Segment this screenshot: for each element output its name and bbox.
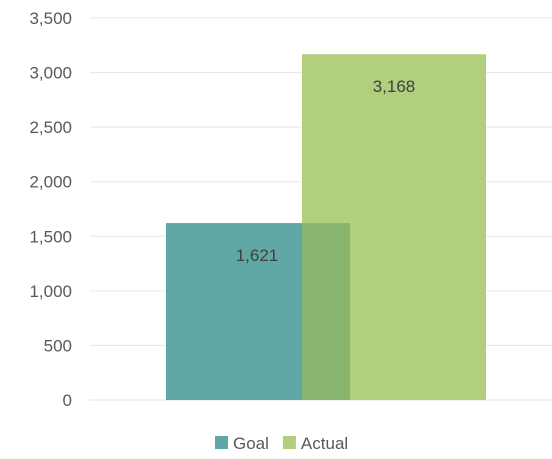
y-tick-label: 3,000	[29, 64, 72, 83]
y-tick-label: 1,000	[29, 282, 72, 301]
bars	[166, 54, 486, 401]
bar-overlap	[302, 223, 350, 400]
data-label-actual: 3,168	[373, 77, 416, 96]
y-tick-label: 2,500	[29, 118, 72, 137]
data-labels: 1,621 3,168	[236, 77, 416, 265]
y-tick-label: 500	[44, 336, 72, 355]
legend-label-actual: Actual	[301, 434, 348, 453]
y-tick-label: 2,000	[29, 173, 72, 192]
y-tick-label: 0	[63, 391, 72, 410]
legend-swatch-goal	[215, 436, 228, 449]
data-label-goal: 1,621	[236, 246, 279, 265]
y-axis-tick-labels: 0 500 1,000 1,500 2,000 2,500 3,000 3,500	[29, 9, 72, 410]
legend-swatch-actual	[282, 436, 296, 449]
legend: Goal Actual	[215, 434, 348, 453]
legend-label-goal: Goal	[233, 434, 269, 453]
y-tick-label: 3,500	[29, 9, 72, 28]
y-tick-label: 1,500	[29, 227, 72, 246]
